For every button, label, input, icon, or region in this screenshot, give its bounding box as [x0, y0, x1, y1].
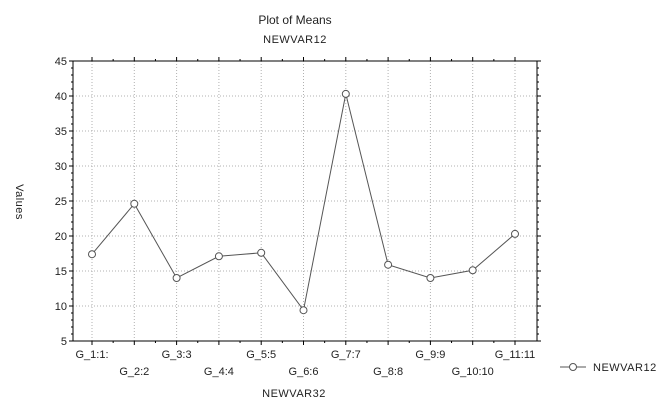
x-axis-label: NEWVAR32 — [262, 388, 326, 398]
data-point — [384, 260, 393, 269]
data-point — [511, 229, 519, 238]
x-tick-label: G_8:8 — [373, 366, 403, 378]
legend-marker-swatch — [569, 363, 577, 371]
data-point — [468, 266, 477, 275]
x-tick-label: G_6:6 — [289, 366, 319, 378]
y-axis-ticks: 5 10 15 20 25 30 35 40 45 — [55, 56, 541, 348]
legend-label: NEWVAR12 — [593, 362, 657, 374]
x-axis-ticks: G_1:1: G_2:2 G_3:3 G_4:4 G_5:5 G_6:6 G_7:7 G_8:… — [75, 57, 535, 378]
data-point — [130, 199, 139, 208]
chart-title: Plot of Means — [258, 13, 331, 27]
y-tick-label: 45 — [55, 56, 67, 68]
grid-lines — [73, 61, 537, 341]
x-tick-label: G_2:2 — [119, 366, 149, 378]
y-axis-label: Values — [13, 184, 25, 220]
x-tick-label: G_9:9 — [415, 349, 445, 361]
data-point — [257, 248, 266, 257]
y-tick-label: 5 — [61, 336, 67, 348]
data-point — [299, 306, 308, 315]
y-tick-label: 20 — [55, 231, 67, 243]
y-tick-label: 10 — [55, 301, 67, 313]
data-point — [88, 250, 96, 259]
y-tick-label: 25 — [55, 196, 67, 208]
x-tick-label: G_3:3 — [162, 349, 192, 361]
x-tick-label: G_4:4 — [204, 366, 234, 378]
x-tick-label: G_1:1: — [75, 349, 108, 361]
y-tick-label: 15 — [55, 266, 67, 278]
legend: NEWVAR12 — [560, 362, 657, 374]
x-tick-label: G_11:11 — [495, 349, 536, 361]
data-point — [341, 89, 350, 98]
data-point — [426, 274, 435, 282]
x-tick-label: G_7:7 — [331, 349, 361, 361]
x-tick-label: G_5:5 — [246, 349, 276, 361]
x-tick-label: G_10:10 — [452, 366, 494, 378]
data-point — [172, 274, 181, 282]
series-newvar12 — [88, 89, 519, 315]
y-tick-label: 40 — [55, 91, 67, 103]
data-point — [214, 252, 223, 261]
chart-subtitle: NEWVAR12 — [263, 34, 327, 46]
y-tick-label: 30 — [55, 161, 67, 173]
y-tick-label: 35 — [55, 126, 67, 138]
